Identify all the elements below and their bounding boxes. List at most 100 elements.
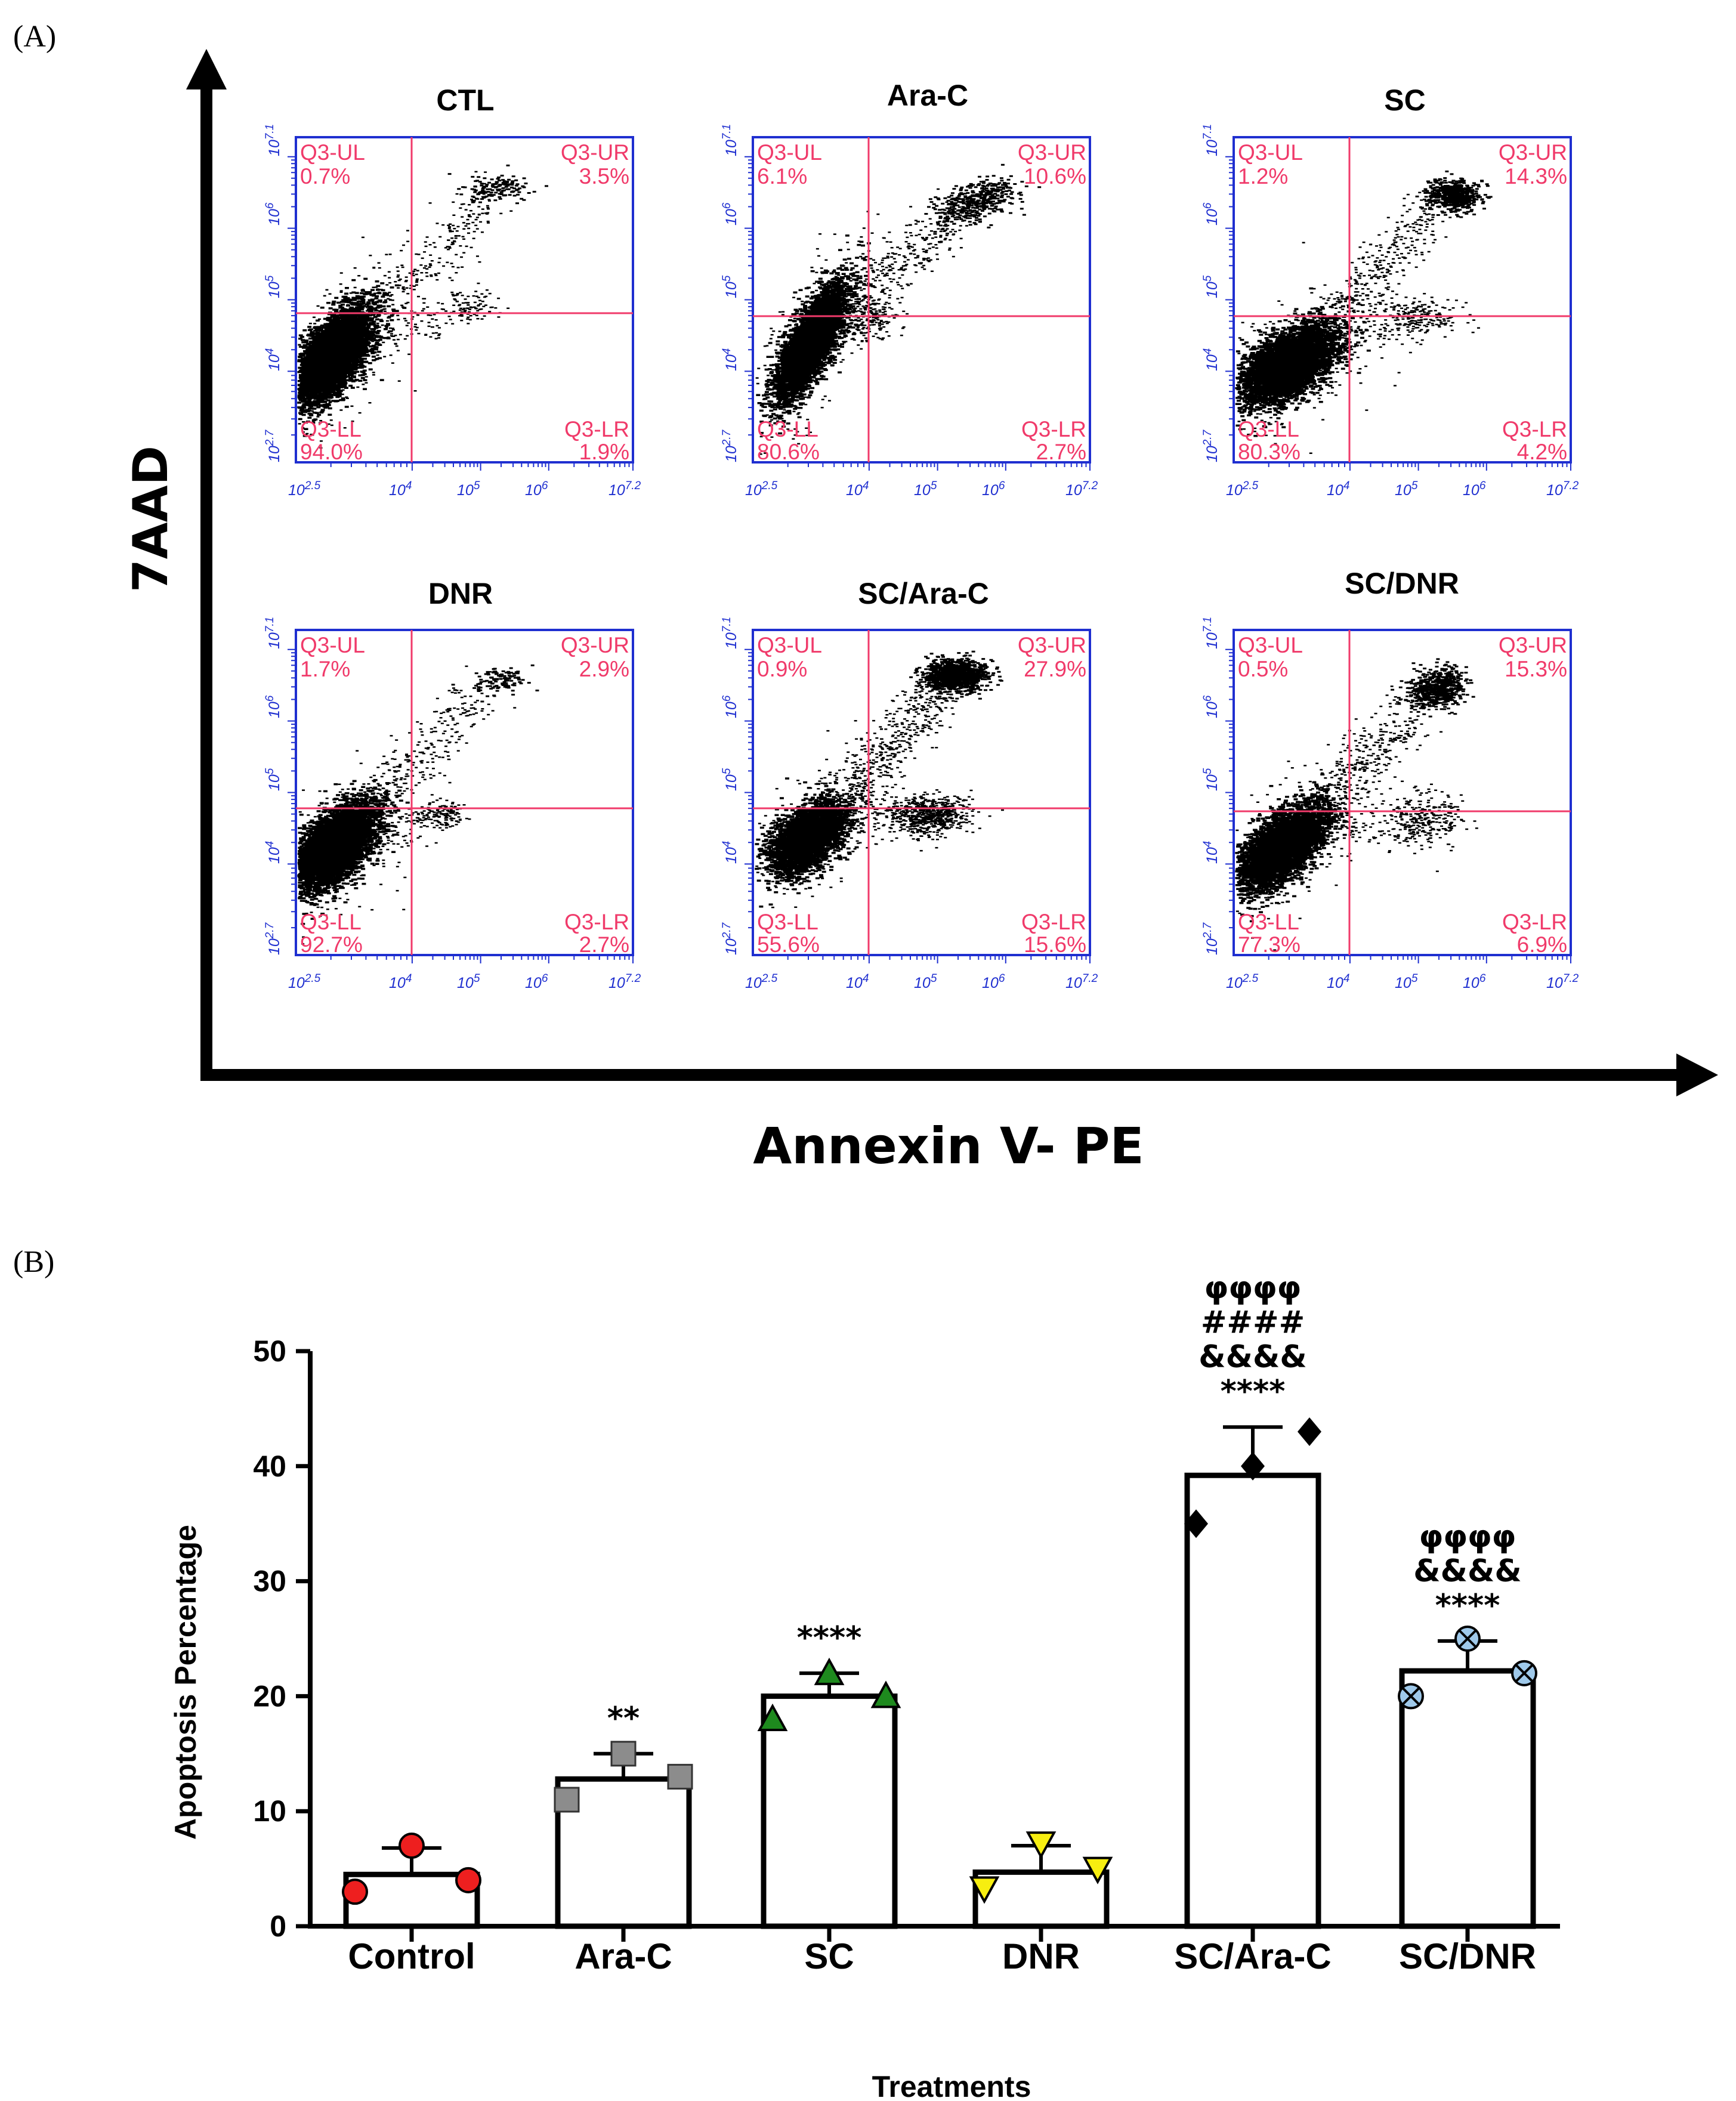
event-cloud (1235, 733, 1410, 951)
quadrant-lr-label: Q3-LR (1021, 910, 1086, 934)
panel-a-label: (A) (13, 20, 56, 54)
category-label: SC/Ara-C (1174, 1936, 1331, 1976)
data-point (870, 1680, 901, 1708)
y-tick-label: 102.7 (721, 922, 740, 955)
x-tick-label: 106 (525, 480, 548, 499)
y-tick-label: 50 (253, 1334, 286, 1368)
data-point (1082, 1856, 1113, 1884)
category-label: SC/DNR (1399, 1936, 1536, 1976)
data-point (399, 1833, 425, 1859)
quadrant-lr-label: Q3-LR (564, 910, 629, 934)
x-tick-label: 107.2 (1065, 972, 1098, 991)
event-cloud (755, 774, 882, 908)
bar (1399, 1668, 1536, 1929)
quadrant-lr-label: Q3-LR (564, 417, 629, 441)
event-trail (335, 171, 513, 350)
y-tick-label: 106 (1201, 202, 1221, 225)
bar-y-axis-label: Apoptosis Percentage (169, 1525, 202, 1840)
x-tick-label: 104 (389, 972, 412, 991)
quadrant-ul-percent: 0.9% (757, 657, 807, 681)
plot-title: SC (1384, 84, 1425, 117)
significance-mark: φφφφ (1204, 1270, 1302, 1306)
bar (555, 1776, 692, 1929)
x-tick-label: 104 (846, 480, 869, 499)
quadrant-ur-label: Q3-UR (1018, 140, 1086, 165)
bar-group: Ara-C ** (554, 1701, 693, 1976)
y-tick-label: 102.7 (264, 922, 283, 955)
y-tick-label: 107.1 (721, 617, 740, 649)
event-cloud (859, 787, 1004, 852)
y-tick-label: 105 (721, 768, 740, 791)
plot-title: DNR (428, 577, 493, 610)
quadrant-ul-percent: 0.5% (1238, 657, 1288, 681)
y-tick-label: 107.1 (1201, 617, 1221, 649)
tick-marks (745, 156, 1091, 471)
quadrant-lr-label: Q3-LR (1502, 910, 1567, 934)
quadrant-ul-label: Q3-UL (1238, 633, 1303, 657)
panel-a: (A) 7AAD Annexin V- PE CTL Q3-UL 0.7% Q3… (13, 20, 1718, 1175)
x-tick-label: 106 (1463, 480, 1486, 499)
event-cloud (1237, 242, 1401, 454)
panel-b-label: (B) (13, 1245, 54, 1279)
event-cloud (1371, 780, 1478, 872)
quadrant-ul-label: Q3-UL (300, 140, 365, 165)
quadrant-ul-label: Q3-UL (757, 140, 822, 165)
x-tick-label: 107.2 (1065, 480, 1098, 499)
x-tick-label: 102.5 (745, 480, 778, 499)
data-point (455, 1867, 481, 1893)
quadrant-lr-percent: 2.7% (1036, 440, 1086, 464)
quadrant-ur-percent: 10.6% (1024, 164, 1086, 189)
bar-y-ticks: 0 10 20 30 40 50 (253, 1334, 310, 1943)
data-point (1025, 1831, 1057, 1859)
flow-plot-sc: SC Q3-UL 1.2% Q3-UR 14.3% Q3-LL 80.3% Q3… (1201, 84, 1579, 499)
quadrant-ll-label: Q3-LL (1238, 910, 1299, 934)
quadrant-ll-percent: 92.7% (300, 932, 363, 957)
y-tick-label: 102.7 (721, 429, 740, 462)
x-tick-label: 106 (982, 972, 1005, 991)
quadrant-ur-percent: 2.9% (579, 657, 629, 681)
x-tick-label: 104 (1327, 480, 1349, 499)
y-tick-label: 107.1 (264, 617, 283, 649)
x-tick-label: 107.2 (608, 480, 641, 499)
quadrant-ll-label: Q3-LL (300, 417, 362, 441)
quadrant-ur-percent: 3.5% (579, 164, 629, 189)
category-label: Control (348, 1936, 475, 1976)
quadrant-ur-label: Q3-UR (1018, 633, 1086, 657)
significance-mark: φφφφ (1419, 1519, 1516, 1555)
x-tick-label: 102.5 (288, 480, 321, 499)
quadrant-ll-label: Q3-LL (300, 910, 362, 934)
y-tick-label: 0 (270, 1910, 286, 1943)
flow-plot-sc-ara-c: SC/Ara-C Q3-UL 0.9% Q3-UR 27.9% Q3-LL 55… (721, 577, 1098, 991)
category-label: DNR (1002, 1936, 1080, 1976)
significance-mark: &&&& (1198, 1339, 1306, 1375)
x-axis-arrowhead (1676, 1053, 1718, 1096)
x-tick-label: 105 (914, 480, 937, 499)
data-point (1184, 1509, 1208, 1538)
event-trail (809, 672, 964, 833)
quadrant-ll-label: Q3-LL (1238, 417, 1299, 441)
data-point (554, 1787, 580, 1813)
quadrant-lr-percent: 4.2% (1517, 440, 1567, 464)
category-label: Ara-C (574, 1936, 672, 1976)
y-tick-label: 106 (1201, 695, 1221, 718)
data-point-cross (1459, 1630, 1476, 1648)
event-cloud (440, 289, 510, 322)
event-cloud (909, 650, 1003, 700)
quadrant-ul-percent: 6.1% (757, 164, 807, 189)
y-tick-label: 10 (253, 1794, 286, 1828)
y-axis-label-7aad: 7AAD (123, 446, 178, 592)
data-point (1241, 1451, 1265, 1481)
y-tick-label: 105 (1201, 768, 1221, 791)
y-tick-label: 104 (1201, 841, 1221, 864)
y-tick-label: 105 (721, 275, 740, 298)
plot-tick-marks (745, 156, 1091, 471)
x-tick-label: 106 (1463, 972, 1486, 991)
y-tick-label: 104 (721, 841, 740, 864)
y-tick-label: 107.1 (264, 124, 283, 156)
event-dots (755, 163, 1042, 455)
event-dots (1235, 658, 1478, 951)
quadrant-ul-label: Q3-UL (300, 633, 365, 657)
significance-mark: ** (607, 1701, 640, 1737)
bar-group: DNR (969, 1831, 1113, 1976)
y-axis-arrowhead (186, 49, 227, 89)
